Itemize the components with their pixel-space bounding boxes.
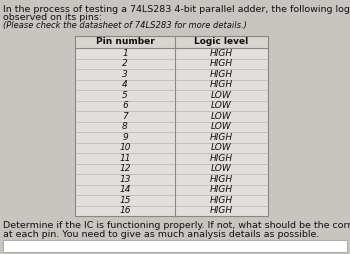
Text: HIGH: HIGH [210, 70, 233, 79]
Text: 12: 12 [119, 164, 131, 173]
Text: HIGH: HIGH [210, 196, 233, 205]
Text: 8: 8 [122, 122, 128, 131]
Text: at each pin. You need to give as much analysis details as possible.: at each pin. You need to give as much an… [3, 230, 319, 239]
Text: 13: 13 [119, 175, 131, 184]
Text: 5: 5 [122, 91, 128, 100]
Text: HIGH: HIGH [210, 49, 233, 58]
Text: LOW: LOW [211, 112, 232, 121]
Bar [3, 240, 347, 252]
Bar [75, 36, 268, 48]
Text: HIGH: HIGH [210, 185, 233, 194]
Text: Determine if the IC is functioning properly. If not, what should be the correct : Determine if the IC is functioning prope… [3, 221, 350, 230]
Text: LOW: LOW [211, 101, 232, 110]
Text: (Please check the datasheet of 74LS283 for more details.): (Please check the datasheet of 74LS283 f… [3, 21, 247, 30]
Text: HIGH: HIGH [210, 59, 233, 68]
Text: HIGH: HIGH [210, 154, 233, 163]
Text: LOW: LOW [211, 122, 232, 131]
Text: 4: 4 [122, 80, 128, 89]
Text: 11: 11 [119, 154, 131, 163]
Text: HIGH: HIGH [210, 206, 233, 215]
Text: LOW: LOW [211, 91, 232, 100]
Text: 16: 16 [119, 206, 131, 215]
Text: HIGH: HIGH [210, 175, 233, 184]
Text: Logic level: Logic level [194, 38, 248, 46]
Text: 10: 10 [119, 143, 131, 152]
Text: HIGH: HIGH [210, 133, 233, 142]
Text: In the process of testing a 74LS283 4-bit parallel adder, the following logic le: In the process of testing a 74LS283 4-bi… [3, 5, 350, 14]
Bar [75, 36, 268, 216]
Text: 6: 6 [122, 101, 128, 110]
Text: 1: 1 [122, 49, 128, 58]
Text: 14: 14 [119, 185, 131, 194]
Text: HIGH: HIGH [210, 80, 233, 89]
Text: LOW: LOW [211, 143, 232, 152]
Text: 2: 2 [122, 59, 128, 68]
Text: observed on its pins:: observed on its pins: [3, 13, 102, 22]
Text: LOW: LOW [211, 164, 232, 173]
Text: Pin number: Pin number [96, 38, 154, 46]
Text: 15: 15 [119, 196, 131, 205]
Text: 9: 9 [122, 133, 128, 142]
Text: 7: 7 [122, 112, 128, 121]
Text: 3: 3 [122, 70, 128, 79]
